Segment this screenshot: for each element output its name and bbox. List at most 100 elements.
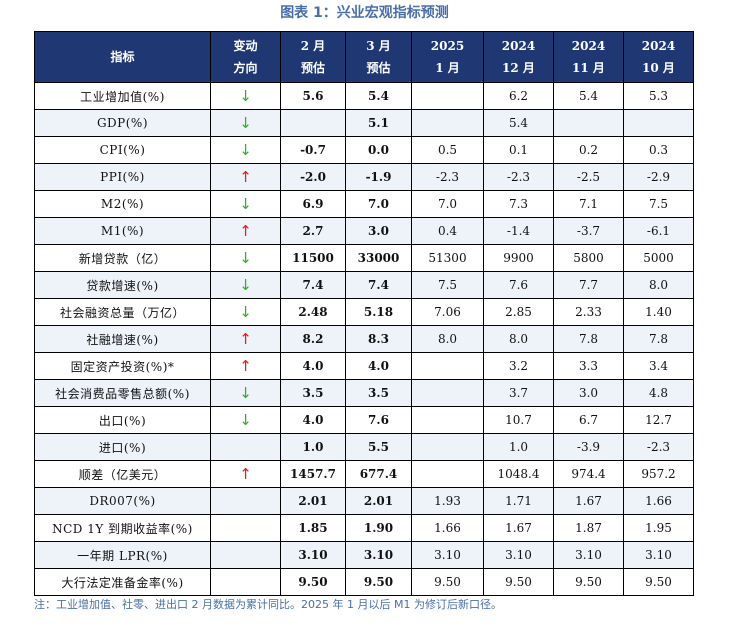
oct2024-value-cell: 1.95 [623,514,694,542]
oct2024-value-cell: -2.3 [623,433,694,461]
mar-forecast-cell: 7.6 [345,406,412,434]
nov2024-value-cell: 0.2 [553,136,624,164]
dec2024-value-cell: 8.0 [483,325,554,353]
nov2024-value-cell: -2.5 [553,163,624,191]
footnote: 注：工业增加值、社零、进出口 2 月数据为累计同比。2025 年 1 月以后 M… [34,598,502,611]
header-feb-line2: 预估 [300,61,325,75]
forecast-table: 指标 变动 方向 2 月 预估 3 月 预估 2025 1 月 [34,31,694,596]
jan2025-value-cell: 3.10 [411,541,484,569]
jan2025-value-cell [411,406,484,434]
jan2025-value-cell: 1.93 [411,487,484,515]
down-arrow-icon: ↓ [239,141,252,159]
oct2024-value-cell: 12.7 [623,406,694,434]
dec2024-value-cell: 1.67 [483,514,554,542]
jan2025-value-cell [411,109,484,137]
oct2024-value-cell: 5.3 [623,82,694,110]
mar-forecast-cell: 5.1 [345,109,412,137]
indicator-name-cell: M2(%) [34,190,211,218]
mar-forecast-cell: 3.5 [345,379,412,407]
indicator-name-cell: NCD 1Y 到期收益率(%) [34,514,211,542]
direction-arrow-cell: ↓ [210,190,281,218]
feb-forecast-cell: 4.0 [280,352,346,380]
dec2024-value-cell: 3.7 [483,379,554,407]
nov2024-value-cell: 3.0 [553,379,624,407]
indicator-name-cell: 进口(%) [34,433,211,461]
jan2025-value-cell: 9.50 [411,568,484,596]
nov2024-value-cell: 6.7 [553,406,624,434]
indicator-name-cell: 新增贷款（亿） [34,244,211,272]
jan2025-value-cell [411,352,484,380]
table-title: 图表 1：兴业宏观指标预测 [280,5,449,21]
table-row: DR007(%) 2.01 2.01 1.93 1.71 1.67 1.66 [34,487,694,515]
direction-arrow-cell: ↑ [210,460,281,488]
mar-forecast-cell: 5.5 [345,433,412,461]
feb-forecast-cell: 3.10 [280,541,346,569]
feb-forecast-cell: 3.5 [280,379,346,407]
header-feb-line1: 2 月 [300,39,326,53]
mar-forecast-cell: 4.0 [345,352,412,380]
jan2025-value-cell: 1.66 [411,514,484,542]
nov2024-value-cell: 7.8 [553,325,624,353]
dec2024-value-cell: 6.2 [483,82,554,110]
oct2024-value-cell: 1.40 [623,298,694,326]
mar-forecast-cell: 2.01 [345,487,412,515]
direction-arrow-cell: ↓ [210,379,281,407]
jan2025-value-cell: 8.0 [411,325,484,353]
mar-forecast-cell: 0.0 [345,136,412,164]
nov2024-value-cell: -3.9 [553,433,624,461]
dec2024-value-cell: 1048.4 [483,460,554,488]
direction-arrow-cell: ↓ [210,298,281,326]
oct2024-value-cell: -2.9 [623,163,694,191]
feb-forecast-cell: 6.9 [280,190,346,218]
jan2025-value-cell: 0.4 [411,217,484,245]
table-row: M1(%) ↑ 2.7 3.0 0.4 -1.4 -3.7 -6.1 [34,217,694,245]
header-dec2024: 2024 12 月 [483,31,554,83]
indicator-name-cell: DR007(%) [34,487,211,515]
header-indicator: 指标 [34,31,211,83]
jan2025-value-cell: 7.0 [411,190,484,218]
up-arrow-icon: ↑ [239,330,252,348]
header-direction-line2: 方向 [233,61,258,75]
feb-forecast-cell: 7.4 [280,271,346,299]
feb-forecast-cell: 2.48 [280,298,346,326]
oct2024-value-cell: 957.2 [623,460,694,488]
header-direction-line1: 变动 [233,39,258,53]
mar-forecast-cell: 8.3 [345,325,412,353]
indicator-name-cell: 社会消费品零售总额(%) [34,379,211,407]
feb-forecast-cell: 1.85 [280,514,346,542]
mar-forecast-cell: 33000 [345,244,412,272]
feb-forecast-cell: -2.0 [280,163,346,191]
jan2025-value-cell: 7.5 [411,271,484,299]
nov2024-value-cell: -3.7 [553,217,624,245]
indicator-name-cell: 大行法定准备金率(%) [34,568,211,596]
table-row: 社会消费品零售总额(%) ↓ 3.5 3.5 3.7 3.0 4.8 [34,379,694,407]
header-oct2024: 2024 10 月 [623,31,694,83]
up-arrow-icon: ↑ [239,357,252,375]
jan2025-value-cell: 7.06 [411,298,484,326]
mar-forecast-cell: 5.18 [345,298,412,326]
forecast-table-wrapper: 指标 变动 方向 2 月 预估 3 月 预估 2025 1 月 [34,31,694,596]
table-row: 固定资产投资(%)* ↑ 4.0 4.0 3.2 3.3 3.4 [34,352,694,380]
header-oct2024-line2: 10 月 [642,61,675,75]
feb-forecast-cell: 8.2 [280,325,346,353]
mar-forecast-cell: 3.10 [345,541,412,569]
down-arrow-icon: ↓ [239,411,252,429]
header-jan2025-line2: 1 月 [435,61,460,75]
oct2024-value-cell: 0.3 [623,136,694,164]
table-row: CPI(%) ↓ -0.7 0.0 0.5 0.1 0.2 0.3 [34,136,694,164]
jan2025-value-cell [411,460,484,488]
jan2025-value-cell [411,433,484,461]
header-dec2024-line2: 12 月 [502,61,535,75]
dec2024-value-cell: 9.50 [483,568,554,596]
feb-forecast-cell: 9.50 [280,568,346,596]
header-oct2024-line1: 2024 [641,39,676,53]
feb-forecast-cell: 2.01 [280,487,346,515]
table-row: 贷款增速(%) ↓ 7.4 7.4 7.5 7.6 7.7 8.0 [34,271,694,299]
indicator-name-cell: M1(%) [34,217,211,245]
nov2024-value-cell: 5800 [553,244,624,272]
header-feb: 2 月 预估 [280,31,346,83]
table-row: M2(%) ↓ 6.9 7.0 7.0 7.3 7.1 7.5 [34,190,694,218]
direction-arrow-cell: ↑ [210,217,281,245]
mar-forecast-cell: 1.90 [345,514,412,542]
dec2024-value-cell: 1.0 [483,433,554,461]
